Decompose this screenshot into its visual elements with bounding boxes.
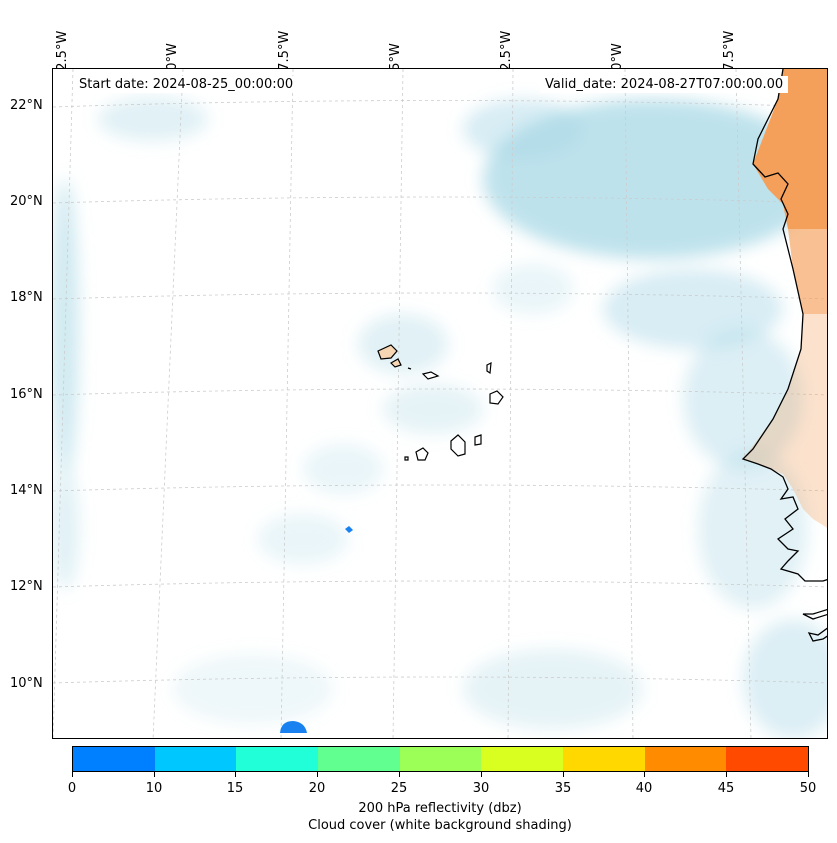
lat-label-18n: 18°N bbox=[10, 290, 43, 305]
africa-land-shading bbox=[743, 69, 827, 528]
colorbar-tick bbox=[72, 772, 73, 777]
lat-label-22n: 22°N bbox=[10, 98, 43, 113]
colorbar-tick-label-35: 35 bbox=[554, 781, 572, 796]
valid-date-label: Valid_date: 2024-08-27T07:00:00.00 bbox=[540, 76, 789, 93]
colorbar-tick-label-20: 20 bbox=[308, 781, 326, 796]
map-panel bbox=[52, 68, 828, 739]
lat-label-16n: 16°N bbox=[10, 387, 43, 402]
colorbar-segment-15-20 bbox=[236, 747, 319, 771]
cape-verde-islands bbox=[377, 344, 504, 461]
lat-label-12n: 12°N bbox=[10, 579, 43, 594]
colorbar-tick-label-15: 15 bbox=[226, 781, 244, 796]
lat-label-10n: 10°N bbox=[10, 676, 43, 691]
colorbar-segment-20-25 bbox=[318, 747, 400, 771]
colorbar-segment-25-30 bbox=[399, 747, 482, 771]
colorbar-tick-label-50: 50 bbox=[799, 781, 817, 796]
colorbar-tick bbox=[235, 772, 236, 777]
colorbar bbox=[72, 746, 809, 772]
lat-label-20n: 20°N bbox=[10, 194, 43, 209]
colorbar-tick-label-0: 0 bbox=[67, 781, 77, 796]
colorbar-tick bbox=[481, 772, 482, 777]
reflectivity-echoes bbox=[280, 526, 353, 733]
colorbar-segment-40-45 bbox=[644, 747, 727, 771]
coastline bbox=[741, 69, 827, 642]
colorbar-tick bbox=[808, 772, 809, 777]
map-canvas bbox=[53, 69, 827, 738]
colorbar-subtitle: Cloud cover (white background shading) bbox=[308, 818, 572, 833]
colorbar-tick bbox=[154, 772, 155, 777]
colorbar-tick-label-40: 40 bbox=[635, 781, 653, 796]
colorbar-tick bbox=[399, 772, 400, 777]
colorbar-segment-45-50 bbox=[726, 747, 809, 771]
colorbar-tick bbox=[644, 772, 645, 777]
colorbar-title: 200 hPa reflectivity (dbz) bbox=[358, 801, 522, 816]
cloud-cover-shading bbox=[53, 97, 827, 738]
colorbar-segment-10-15 bbox=[154, 747, 237, 771]
colorbar-tick-label-45: 45 bbox=[717, 781, 735, 796]
colorbar-tick bbox=[317, 772, 318, 777]
colorbar-segment-0-10 bbox=[73, 747, 155, 771]
colorbar-tick-label-30: 30 bbox=[472, 781, 490, 796]
lat-label-14n: 14°N bbox=[10, 483, 43, 498]
colorbar-tick bbox=[563, 772, 564, 777]
colorbar-tick-label-10: 10 bbox=[145, 781, 163, 796]
start-date-label: Start date: 2024-08-25_00:00:00 bbox=[74, 76, 299, 93]
gridlines bbox=[53, 69, 827, 738]
colorbar-segment-35-40 bbox=[563, 747, 645, 771]
colorbar-tick bbox=[726, 772, 727, 777]
colorbar-tick-label-25: 25 bbox=[390, 781, 408, 796]
colorbar-segment-30-35 bbox=[481, 747, 564, 771]
